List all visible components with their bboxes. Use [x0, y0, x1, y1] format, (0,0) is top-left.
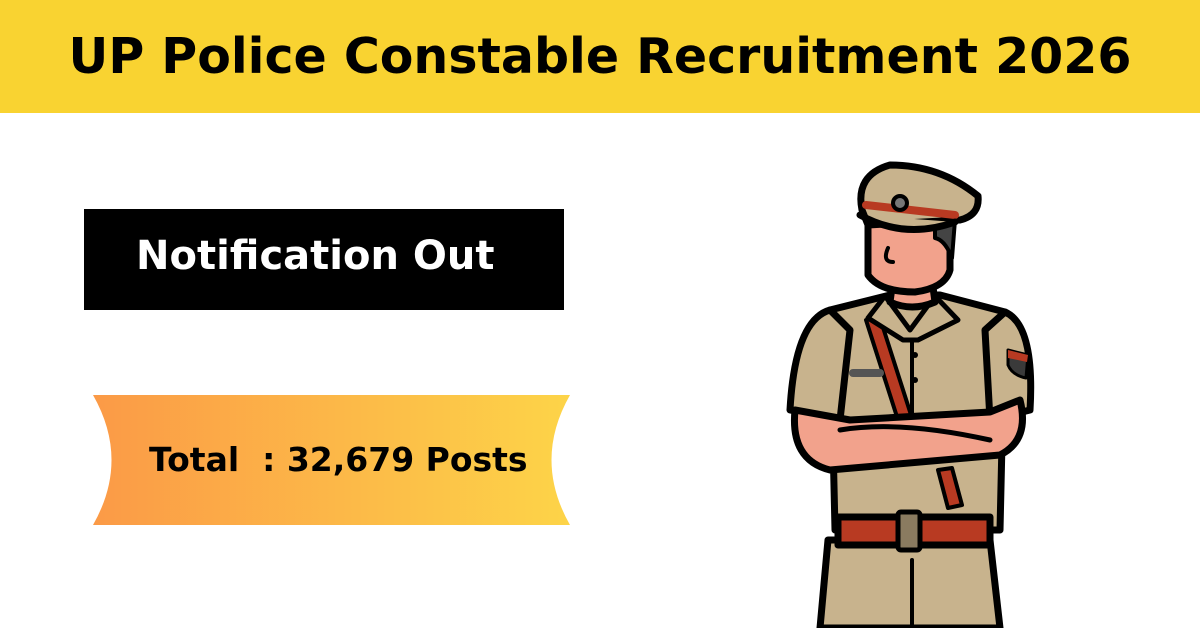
- title-banner: UP Police Constable Recruitment 2026: [0, 0, 1200, 113]
- page-title: UP Police Constable Recruitment 2026: [68, 28, 1132, 85]
- total-posts-text: Total : 32,679 Posts: [149, 440, 528, 479]
- total-posts-ribbon: Total : 32,679 Posts: [93, 395, 570, 525]
- notification-label: Notification Out: [136, 233, 495, 279]
- notification-badge: Notification Out: [84, 209, 564, 310]
- ribbon-shape: [93, 395, 570, 525]
